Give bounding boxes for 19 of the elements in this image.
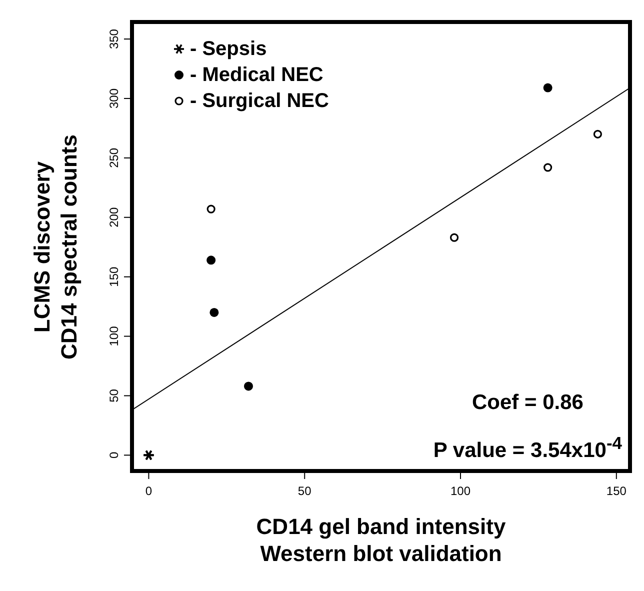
- legend-label: - Sepsis: [190, 37, 267, 62]
- y-tick-label: 150: [107, 266, 121, 287]
- y-tick-label: 50: [107, 388, 121, 402]
- y-axis-title: LCMS discovery CD14 spectral counts: [28, 133, 82, 361]
- x-tick-label: 50: [298, 484, 312, 498]
- y-tick-label: 100: [107, 326, 121, 346]
- legend-label: - Surgical NEC: [190, 89, 329, 114]
- y-tick-label: 200: [107, 207, 121, 228]
- annotation: Coef = 0.86: [470, 390, 584, 416]
- x-tick-label: 150: [606, 484, 627, 498]
- x-tick-label: 0: [145, 484, 152, 498]
- y-tick-label: 300: [107, 88, 121, 108]
- y-tick-label: 0: [107, 452, 121, 459]
- legend-label: - Medical NEC: [190, 63, 324, 88]
- y-tick-label: 350: [107, 28, 121, 50]
- annotation: P value = 3.54x10$^{-4}$: [433, 432, 622, 464]
- x-axis-title: CD14 gel band intensity Western blot validation: [255, 513, 507, 567]
- x-tick-label: 100: [450, 484, 471, 498]
- y-tick-label: 250: [107, 148, 121, 168]
